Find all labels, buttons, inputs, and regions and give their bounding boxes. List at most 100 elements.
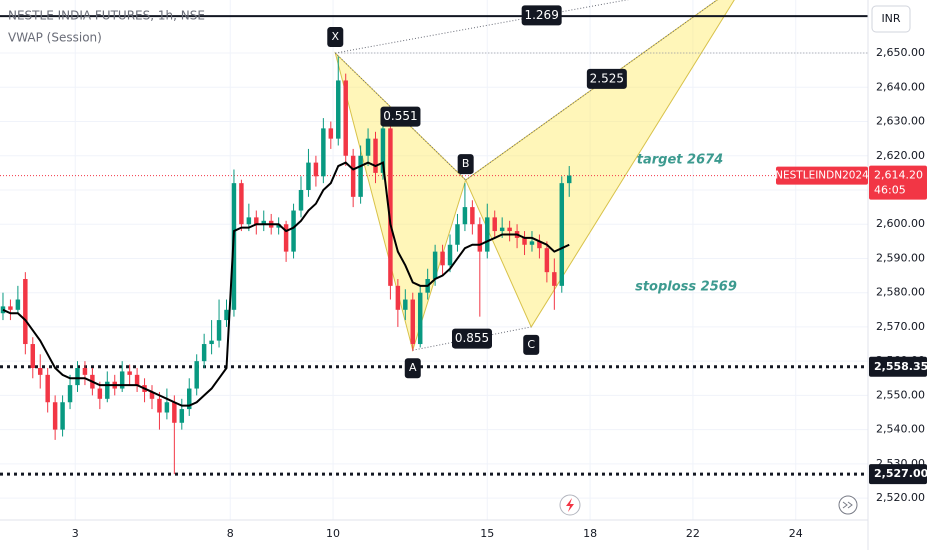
pattern-point-label: C — [527, 338, 535, 351]
candle-body — [455, 224, 460, 245]
candle-body — [559, 183, 565, 286]
ratio-box — [451, 328, 492, 349]
pattern-point-label: X — [332, 30, 340, 43]
candle-body — [52, 402, 58, 430]
candle-body — [164, 402, 170, 413]
candle-body — [67, 385, 73, 403]
currency-box[interactable] — [871, 5, 911, 33]
currency[interactable]: INR — [881, 12, 900, 25]
pattern-point-label: B — [462, 157, 470, 170]
candle-body — [276, 224, 281, 228]
x-tick-label: 22 — [686, 527, 700, 540]
ratio-label: 1.269 — [524, 8, 558, 22]
candle-body — [194, 361, 199, 389]
price-tag — [869, 356, 927, 377]
candle-body — [529, 241, 535, 245]
candle-body — [499, 227, 505, 232]
candle-body — [187, 388, 192, 410]
candle-body — [373, 138, 378, 173]
pattern-wing — [334, 51, 467, 353]
candle-body — [15, 299, 21, 310]
symbol-label: NESTLEINDN2024 — [775, 170, 869, 182]
candle-body — [350, 155, 356, 197]
ratio-label: 0.855 — [455, 331, 489, 345]
candle-body — [291, 210, 296, 252]
x-tick-label: 8 — [227, 527, 234, 540]
y-tick-label: 2,580.00 — [876, 286, 925, 299]
candle-body — [537, 241, 542, 249]
candle-body — [209, 340, 214, 345]
last-price-tag — [869, 165, 927, 200]
candle-body — [417, 292, 423, 345]
candle-body — [82, 368, 88, 375]
y-tick-label: 2,540.00 — [876, 423, 925, 436]
candle-body — [105, 381, 110, 399]
candle-body — [30, 344, 36, 369]
x-tick-label: 15 — [480, 527, 494, 540]
candle-body — [388, 128, 393, 286]
candle-body — [119, 371, 125, 389]
price-tag-label: 2,527.00 — [874, 467, 929, 480]
countdown: 46:05 — [874, 184, 906, 197]
grid — [0, 0, 868, 520]
candle-body — [45, 374, 50, 403]
pattern-point-box — [523, 334, 540, 355]
y-tick-label: 2,590.00 — [876, 251, 925, 264]
candle-body — [544, 248, 550, 273]
candle-body — [462, 207, 468, 225]
candle-body — [566, 175, 572, 184]
candle-body — [522, 237, 527, 245]
annotation: target 2674 — [637, 153, 723, 168]
price-tag-label: 2,558.35 — [874, 360, 928, 373]
candle-body — [321, 128, 326, 177]
candle-body — [283, 224, 289, 252]
candle-body — [0, 306, 6, 314]
candle-body — [343, 80, 348, 156]
y-tick-label: 2,620.00 — [876, 149, 925, 162]
candle-body — [447, 244, 453, 266]
candle-body — [134, 374, 140, 386]
candle-body — [149, 391, 155, 399]
x-tick-label: 10 — [326, 527, 340, 540]
x-tick-label: 3 — [72, 527, 79, 540]
alert-icon[interactable] — [559, 494, 581, 516]
candle-body — [179, 409, 185, 423]
candle-body — [380, 128, 386, 173]
chart-title: NESTLE INDIA FUTURES, 1h, NSE — [8, 9, 205, 23]
y-tick-label: 2,520.00 — [876, 491, 925, 504]
ratio-label: 0.551 — [383, 109, 417, 123]
y-tick-label: 2,650.00 — [876, 46, 925, 59]
ratio-box — [521, 5, 562, 26]
candle-body — [97, 388, 103, 399]
candle-body — [172, 402, 177, 423]
ratio-box — [380, 106, 421, 127]
candle-body — [239, 183, 244, 225]
candle-body — [507, 227, 512, 232]
ratio-box — [586, 68, 627, 89]
candle-body — [410, 299, 416, 345]
candle-body — [485, 217, 490, 252]
y-tick-label: 2,600.00 — [876, 217, 925, 230]
pattern-point-box — [327, 27, 344, 48]
candle-body — [37, 368, 43, 375]
pattern-point-label: A — [409, 361, 417, 374]
candle-body — [313, 162, 319, 177]
candle-body — [127, 371, 132, 375]
candle-body — [157, 398, 162, 413]
annotation: stoploss 2569 — [635, 280, 737, 295]
candle-body — [224, 309, 229, 321]
candle-body — [60, 402, 65, 430]
price-tag — [869, 464, 927, 485]
indicator-label: VWAP (Session) — [8, 31, 102, 45]
ratio-line — [334, 52, 467, 181]
candle-body — [432, 251, 438, 279]
candle-body — [261, 220, 266, 225]
candle-body — [298, 189, 304, 211]
candle-body — [395, 285, 401, 310]
candle-body — [440, 251, 445, 266]
ratio-label: 2.525 — [590, 71, 624, 85]
x-tick-label: 24 — [789, 527, 803, 540]
last-price-label: 2,614.20 — [874, 169, 923, 182]
scroll-icon[interactable] — [838, 495, 858, 515]
